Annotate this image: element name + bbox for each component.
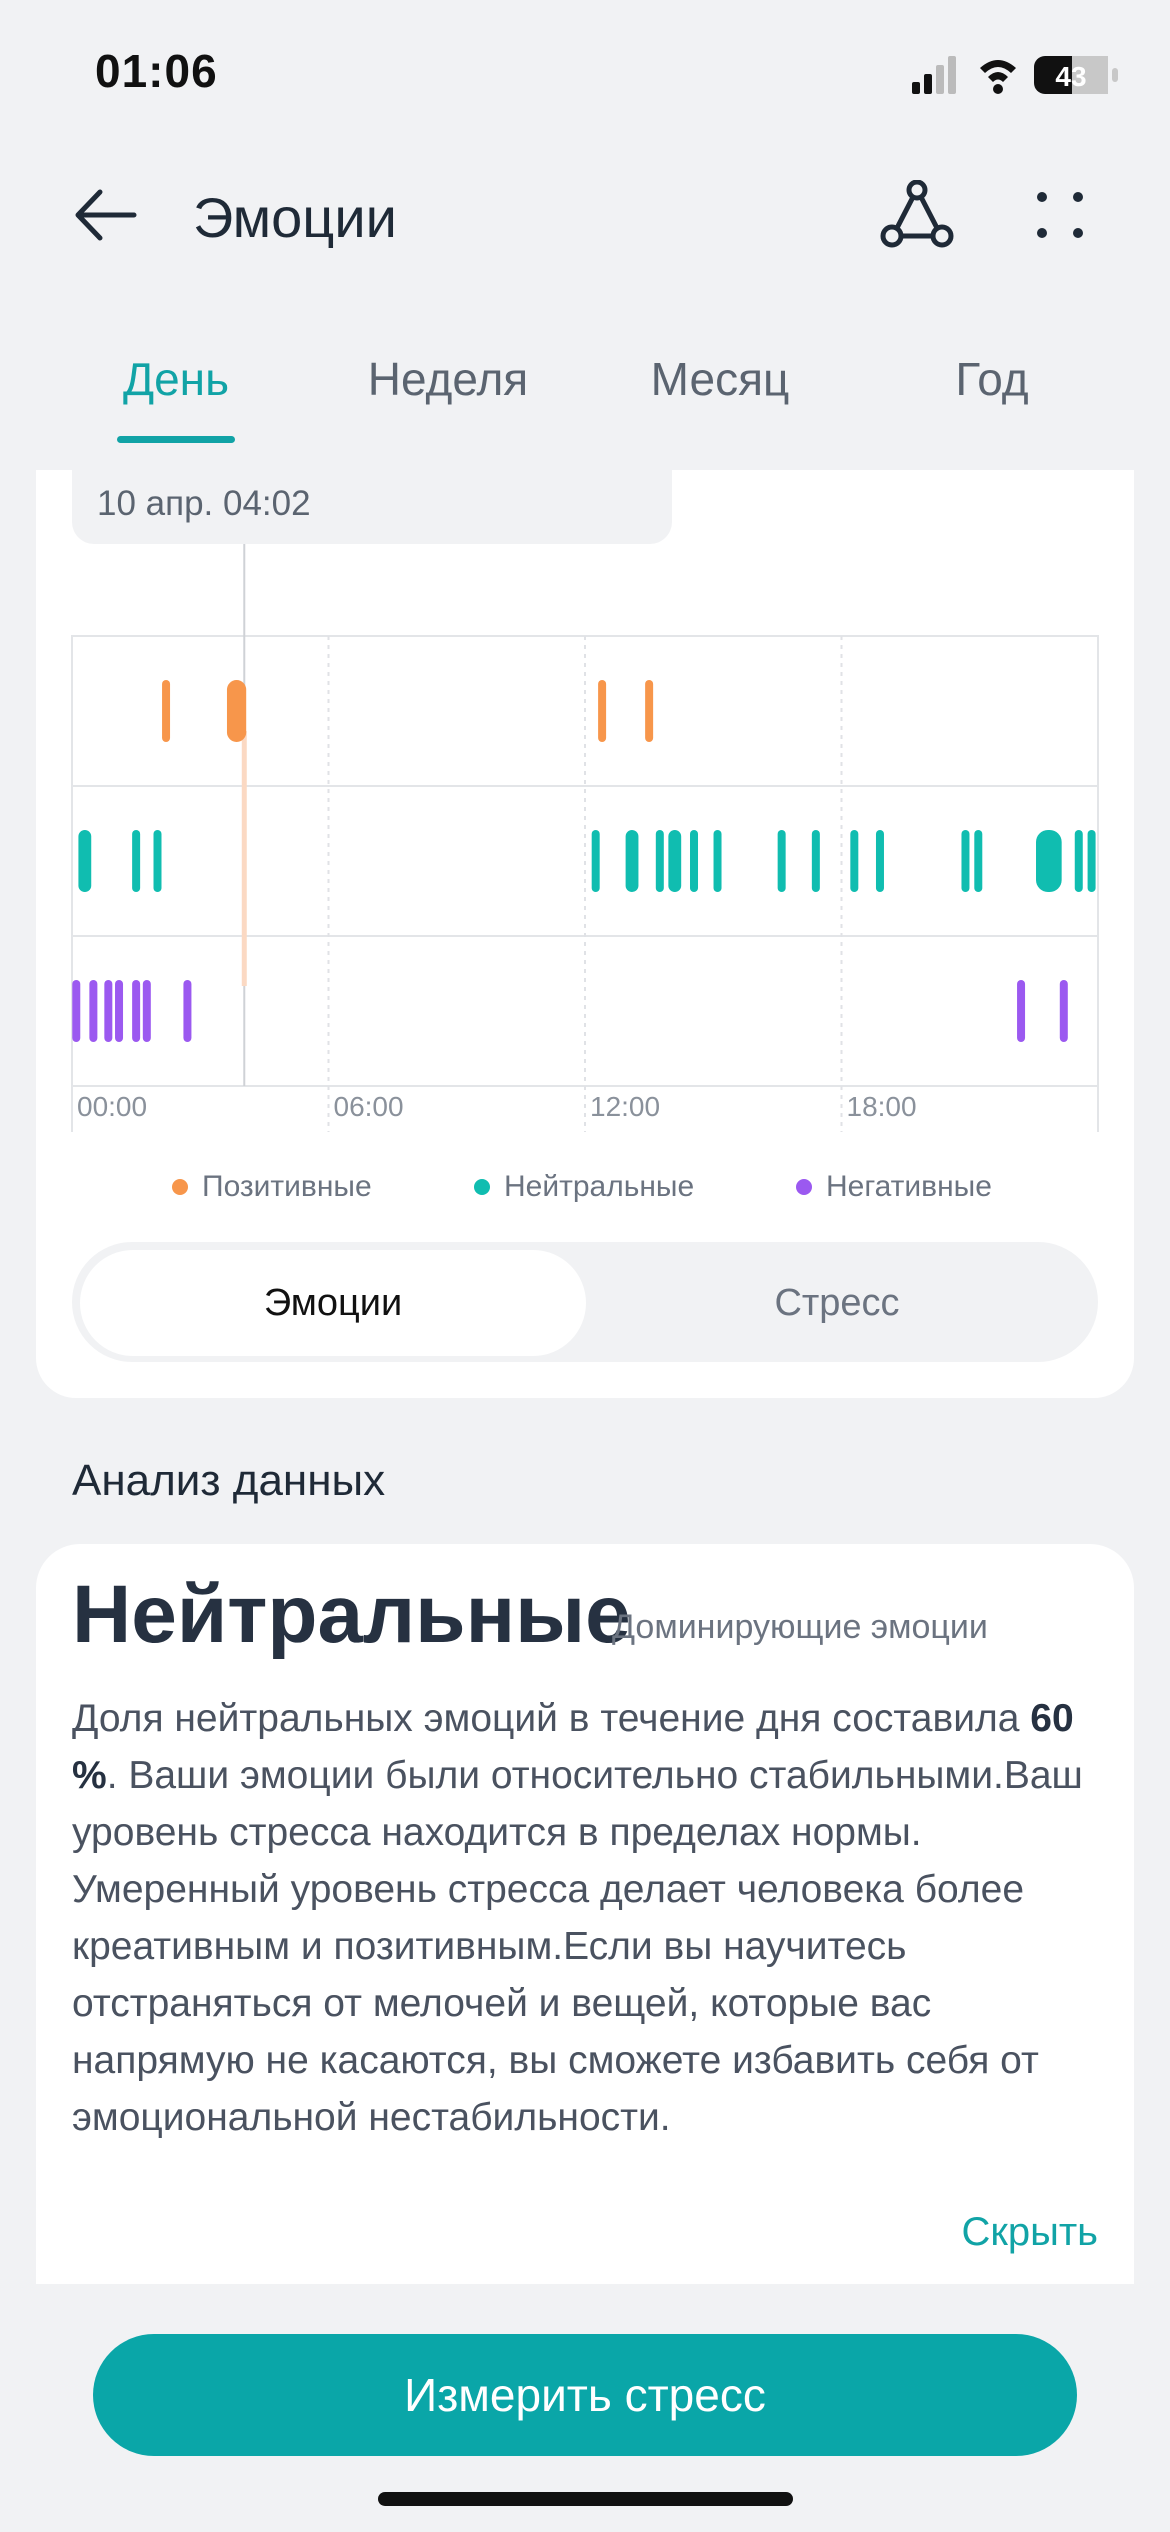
dominant-emotion-caption: Доминирующие эмоции — [612, 1608, 988, 1646]
mark-neutral — [591, 830, 600, 892]
status-icons: 43 — [912, 56, 1118, 94]
page-title: Эмоции — [193, 186, 397, 249]
legend-dot-neutral — [474, 1179, 490, 1195]
mark-negative — [72, 980, 81, 1042]
analysis-section-title: Анализ данных — [72, 1456, 386, 1505]
analysis-description: Доля нейтральных эмоций в течение дня со… — [72, 1697, 1083, 2139]
mark-negative — [183, 980, 192, 1042]
mark-neutral — [668, 830, 682, 892]
x-tick-label: 06:00 — [334, 1091, 404, 1122]
x-tick-label: 00:00 — [77, 1091, 147, 1122]
share-icon[interactable] — [880, 180, 954, 250]
segment-emotions[interactable]: Эмоции — [80, 1250, 586, 1356]
mark-neutral — [1074, 830, 1083, 892]
mark-negative — [142, 980, 151, 1042]
hide-link[interactable]: Скрыть — [961, 2210, 1098, 2254]
mark-positive — [598, 680, 607, 742]
active-tab-indicator — [117, 436, 235, 443]
mark-negative — [115, 980, 124, 1042]
mark-neutral — [713, 830, 722, 892]
back-arrow-icon[interactable] — [70, 180, 140, 250]
chart-tooltip — [72, 470, 672, 544]
tab-month[interactable]: Месяц — [650, 353, 790, 405]
measure-stress-button[interactable]: Измерить стресс — [93, 2334, 1077, 2456]
mark-neutral — [132, 830, 141, 892]
mark-neutral — [850, 830, 859, 892]
emotion-timeline-chart[interactable]: 00:00 06:00 12:00 18:00 — [0, 0, 1170, 1160]
mark-neutral — [153, 830, 162, 892]
wifi-icon — [980, 60, 1016, 94]
mark-neutral — [811, 830, 820, 892]
mark-negative — [89, 980, 98, 1042]
mark-neutral — [78, 830, 92, 892]
dominant-emotion: Нейтральные — [72, 1569, 631, 1660]
tab-year[interactable]: Год — [955, 353, 1029, 405]
mark-neutral — [1087, 830, 1096, 892]
mark-neutral — [1036, 830, 1062, 892]
legend-positive: Позитивные — [172, 1170, 372, 1204]
mark-positive — [162, 680, 171, 742]
analysis-card — [36, 1544, 1134, 2284]
tab-week[interactable]: Неделя — [367, 353, 529, 405]
status-time: 01:06 — [95, 45, 218, 97]
mark-negative — [1017, 980, 1026, 1042]
mark-negative — [1059, 980, 1068, 1042]
home-indicator — [378, 2492, 793, 2506]
mark-positive — [226, 680, 247, 742]
x-tick-label: 12:00 — [590, 1091, 660, 1122]
mark-negative — [104, 980, 113, 1042]
legend-dot-negative — [796, 1179, 812, 1195]
mark-neutral — [655, 830, 664, 892]
battery-icon: 43 — [1034, 56, 1118, 94]
mark-neutral — [875, 830, 884, 892]
mark-positive — [645, 680, 654, 742]
segment-stress[interactable]: Стресс — [774, 1281, 900, 1324]
mark-neutral — [625, 830, 639, 892]
tooltip-time: 10 апр. 04:02 — [97, 484, 311, 523]
battery-level: 43 — [1055, 61, 1086, 92]
legend-neutral: Нейтральные — [474, 1170, 694, 1204]
mark-neutral — [974, 830, 983, 892]
mark-neutral — [690, 830, 699, 892]
legend-dot-positive — [172, 1179, 188, 1195]
mark-neutral — [777, 830, 786, 892]
x-tick-label: 18:00 — [847, 1091, 917, 1122]
mark-neutral — [961, 830, 970, 892]
mark-negative — [132, 980, 141, 1042]
legend-negative: Негативные — [796, 1170, 992, 1204]
neutral-percent: 60 % — [72, 1697, 1074, 1797]
signal-icon — [912, 56, 956, 94]
tab-day[interactable]: День — [122, 353, 230, 405]
more-options-icon[interactable] — [1030, 185, 1090, 245]
